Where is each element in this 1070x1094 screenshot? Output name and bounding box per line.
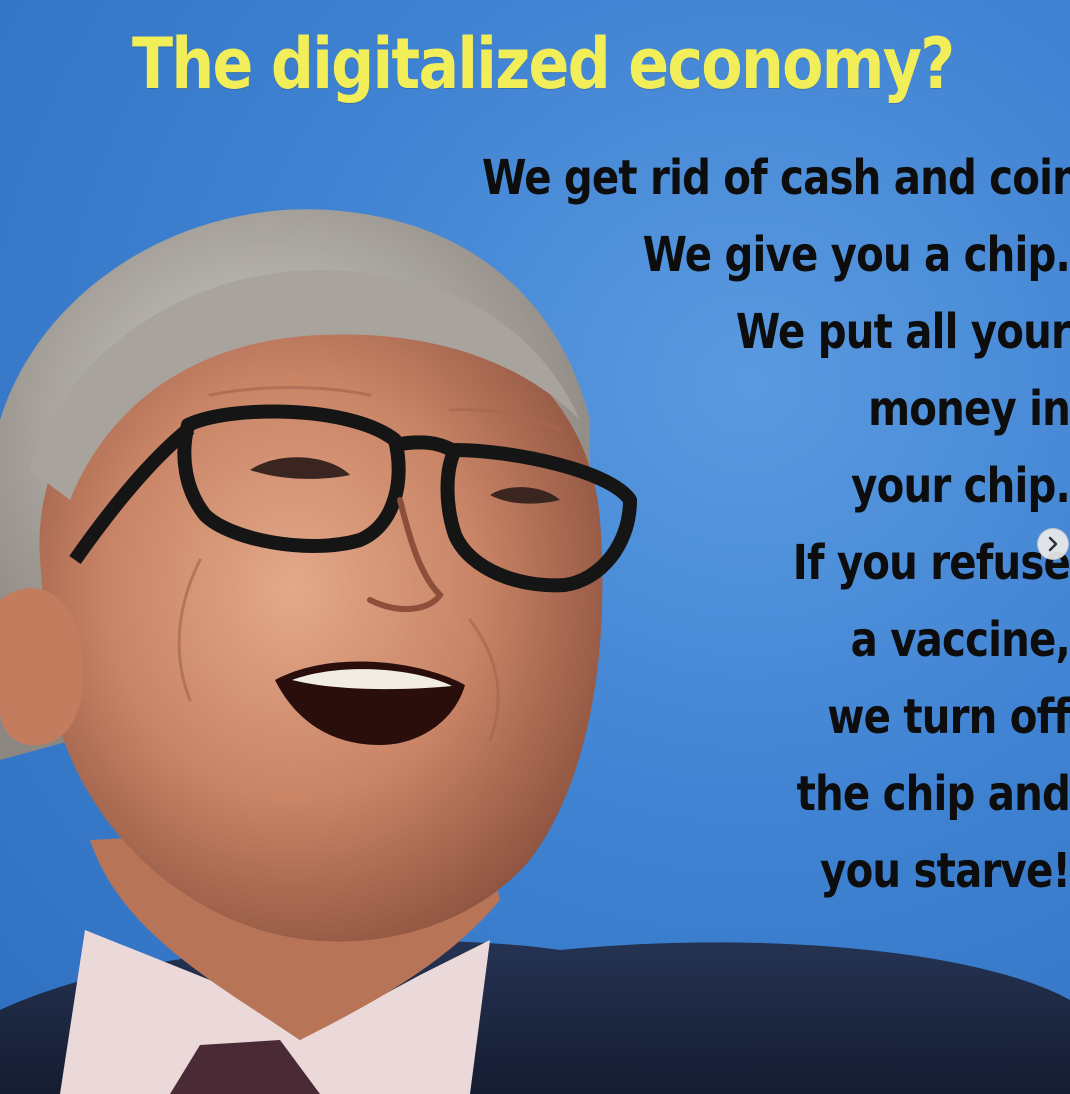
caption-line: If you refuse bbox=[792, 535, 1070, 591]
caption-line: We give you a chip. bbox=[642, 227, 1070, 283]
caption-line: you starve! bbox=[820, 843, 1070, 899]
caption-line: a vaccine, bbox=[850, 612, 1070, 668]
caption-text: We get rid of cash and coins. We give yo… bbox=[370, 140, 1070, 910]
caption-line: We get rid of cash and coins. bbox=[482, 150, 1070, 206]
caption-line: we turn off bbox=[827, 689, 1070, 745]
carousel-next-button[interactable] bbox=[1037, 528, 1069, 560]
caption-line: We put all your bbox=[735, 304, 1070, 360]
caption-line: your chip. bbox=[851, 458, 1070, 514]
headline: The digitalized economy? bbox=[132, 23, 955, 105]
caption-line: the chip and bbox=[796, 766, 1070, 822]
chevron-right-icon bbox=[1048, 536, 1058, 552]
caption-line: money in bbox=[868, 381, 1070, 437]
